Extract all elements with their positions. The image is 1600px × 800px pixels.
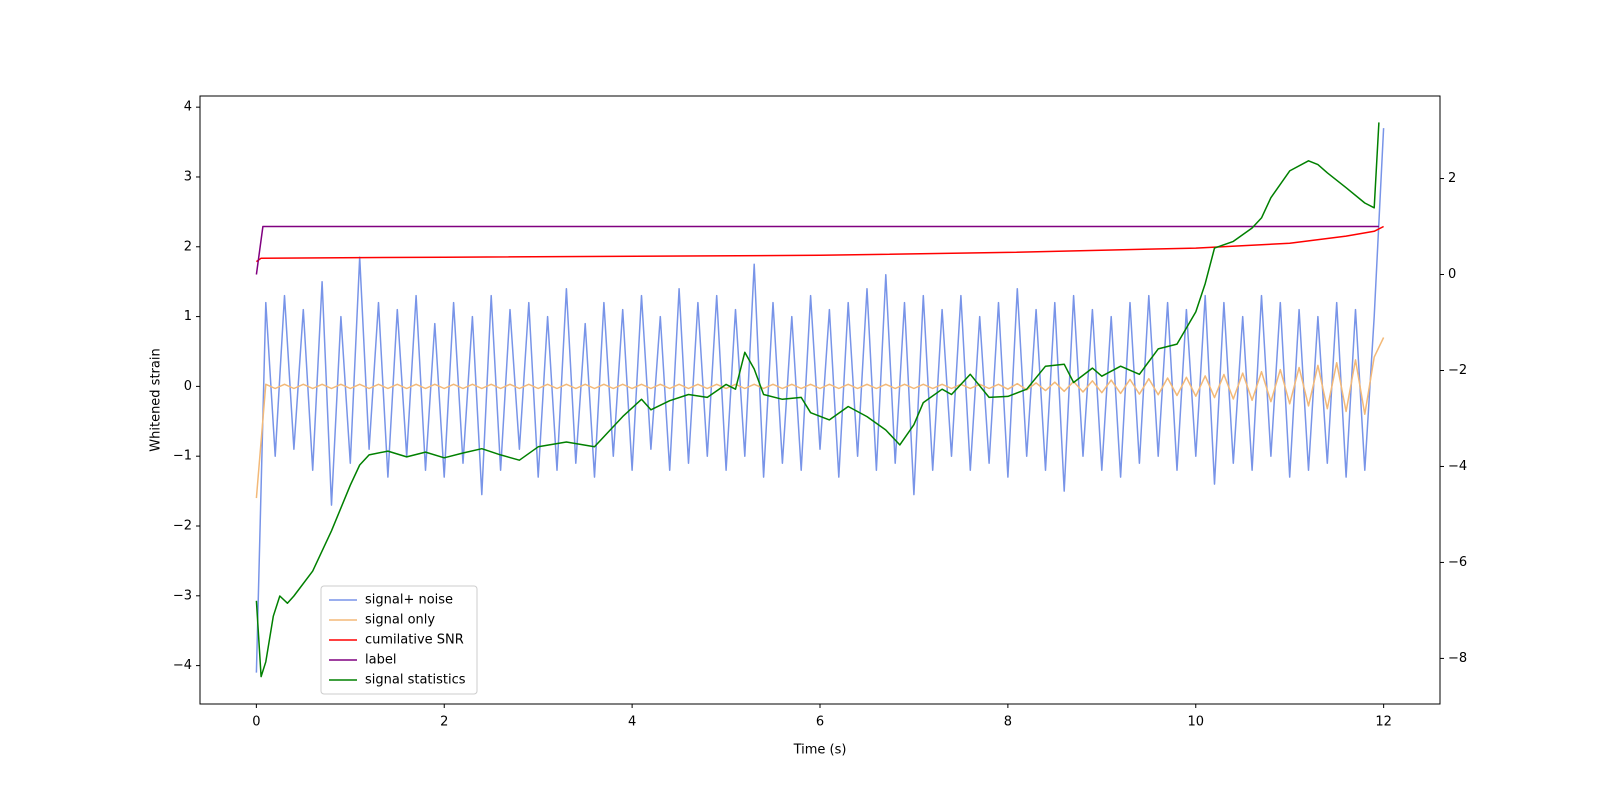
x-axis-label: Time (s) [793, 743, 847, 758]
x-tick-label: 4 [628, 715, 636, 730]
plot-area [255, 122, 1385, 678]
y-tick-label: −1 [173, 449, 192, 464]
series-line [255, 337, 1385, 499]
y2-tick-label: −8 [1448, 651, 1467, 666]
series-line [255, 225, 1379, 275]
y-tick-label: 0 [184, 379, 192, 394]
x-tick-label: 10 [1187, 715, 1204, 730]
y-tick-label: −4 [173, 658, 192, 673]
legend-box [320, 585, 478, 695]
legend-label: signal only [365, 613, 435, 628]
series-line [255, 128, 1385, 673]
x-tick-label: 12 [1375, 715, 1392, 730]
y2-tick-label: −4 [1448, 459, 1467, 474]
y-tick-label: 4 [184, 100, 192, 115]
y2-tick-label: 0 [1448, 267, 1456, 282]
y-tick-label: −2 [173, 518, 192, 533]
y2-tick-label: 2 [1448, 171, 1456, 186]
legend-label: cumilative SNR [365, 633, 464, 648]
y-tick-label: 2 [184, 239, 192, 254]
y-axis-label: Whitened strain [149, 348, 164, 451]
legend-label: label [365, 653, 396, 668]
y-tick-label: 1 [184, 309, 192, 324]
legend-label: signal+ noise [365, 593, 453, 608]
series-line [255, 225, 1384, 263]
x-tick-label: 0 [252, 715, 260, 730]
series-line [255, 122, 1380, 678]
legend-label: signal statistics [365, 673, 466, 688]
x-tick-label: 6 [816, 715, 824, 730]
plot-frame [199, 95, 1441, 705]
y2-tick-label: −6 [1448, 555, 1467, 570]
x-tick-label: 8 [1004, 715, 1012, 730]
y-tick-label: 3 [184, 169, 192, 184]
y2-tick-label: −2 [1448, 363, 1467, 378]
x-tick-label: 2 [440, 715, 448, 730]
y-tick-label: −3 [173, 588, 192, 603]
